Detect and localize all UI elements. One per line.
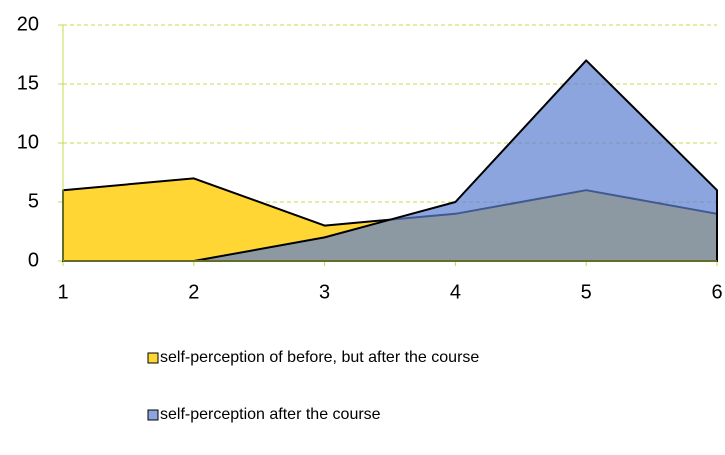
y-tick-label: 10 [17,131,39,153]
y-tick-label: 15 [17,72,39,94]
x-tick-label: 5 [581,281,592,303]
x-tick-label: 3 [319,281,330,303]
x-tick-label: 6 [711,281,722,303]
legend-label: self-perception of before, but after the… [160,349,479,366]
x-tick-label: 4 [450,281,461,303]
x-tick-label: 2 [188,281,199,303]
legend-swatch [147,409,159,421]
y-tick-label: 20 [17,13,39,35]
y-tick-label: 5 [28,190,39,212]
legend-swatch [147,352,159,364]
y-tick-label: 0 [28,249,39,271]
legend-label: self-perception after the course [160,406,381,423]
x-tick-label: 1 [57,281,68,303]
area [62,59,718,262]
